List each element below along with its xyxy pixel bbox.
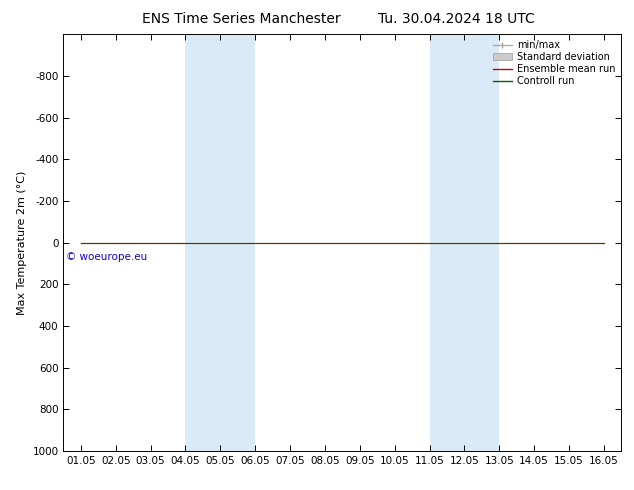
- Text: ENS Time Series Manchester: ENS Time Series Manchester: [141, 12, 340, 26]
- Text: Tu. 30.04.2024 18 UTC: Tu. 30.04.2024 18 UTC: [378, 12, 535, 26]
- Y-axis label: Max Temperature 2m (°C): Max Temperature 2m (°C): [17, 171, 27, 315]
- Bar: [429, 34, 500, 451]
- Text: © woeurope.eu: © woeurope.eu: [66, 252, 148, 262]
- Legend: min/max, Standard deviation, Ensemble mean run, Controll run: min/max, Standard deviation, Ensemble me…: [489, 37, 618, 89]
- Bar: [185, 34, 255, 451]
